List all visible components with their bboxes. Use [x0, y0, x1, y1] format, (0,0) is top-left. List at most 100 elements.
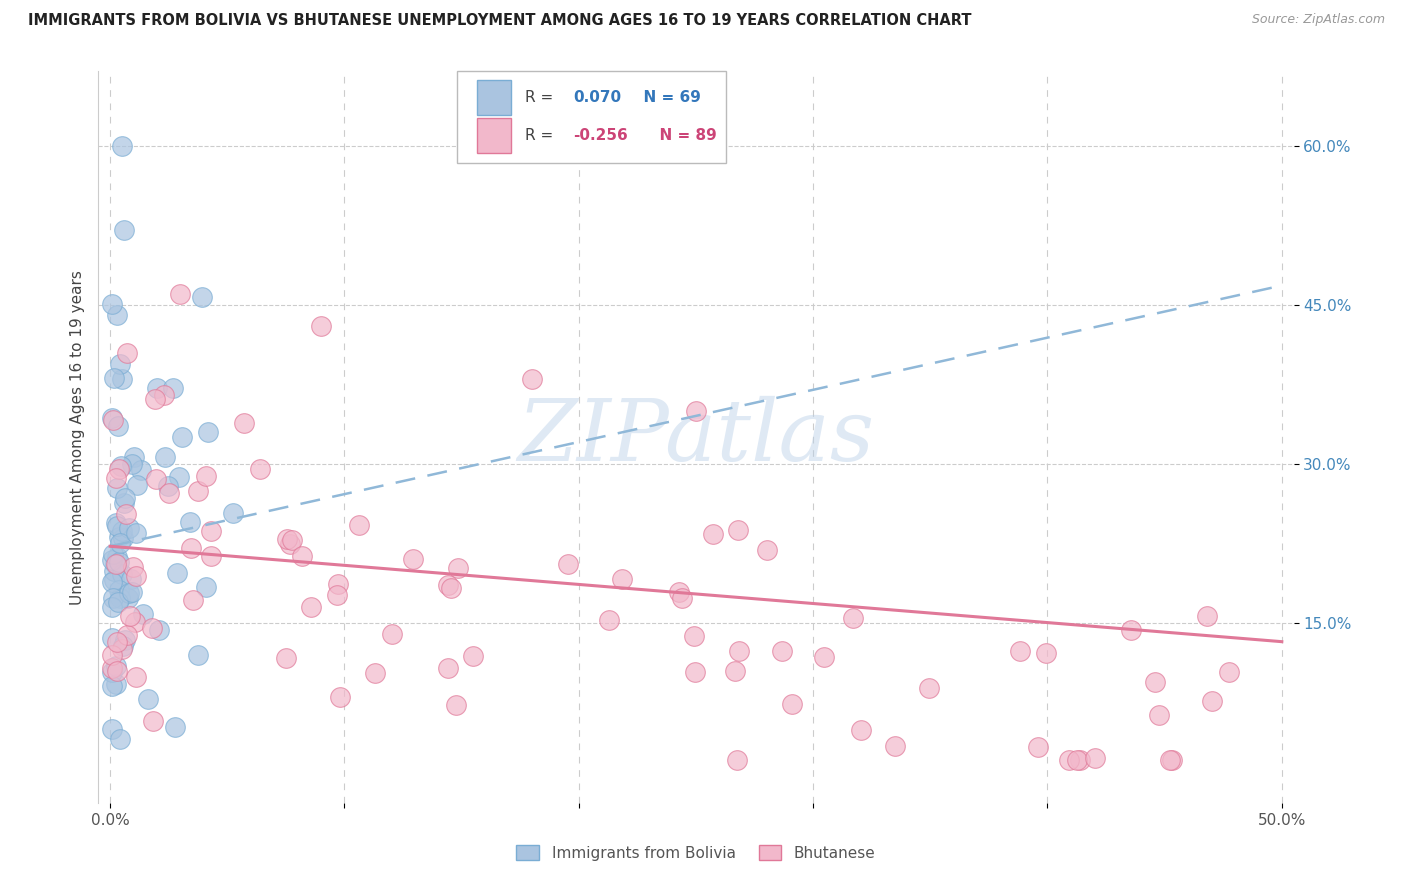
Point	[278, 537, 301, 551]
Point	[918, 681, 941, 695]
Point	[381, 627, 404, 641]
Point	[101, 648, 124, 663]
Point	[221, 506, 243, 520]
Point	[112, 639, 135, 653]
Point	[446, 698, 468, 713]
Point	[813, 649, 835, 664]
Point	[180, 541, 202, 556]
Point	[146, 381, 169, 395]
Point	[112, 496, 135, 510]
Point	[101, 553, 124, 567]
Point	[309, 318, 332, 333]
Point	[105, 665, 128, 679]
Point	[849, 723, 872, 738]
Point	[111, 372, 134, 386]
Point	[181, 592, 204, 607]
FancyBboxPatch shape	[457, 71, 725, 163]
Point	[111, 138, 134, 153]
Point	[125, 670, 148, 684]
Point	[104, 470, 127, 484]
Point	[186, 483, 208, 498]
Point	[101, 547, 124, 561]
Point	[120, 608, 142, 623]
Point	[108, 732, 131, 747]
Point	[101, 665, 124, 679]
Text: 0.070: 0.070	[572, 90, 621, 105]
Point	[1197, 608, 1219, 623]
Point	[103, 413, 125, 427]
Point	[165, 720, 187, 734]
Point	[115, 508, 138, 522]
Text: Source: ZipAtlas.com: Source: ZipAtlas.com	[1251, 13, 1385, 27]
Point	[232, 416, 254, 430]
Point	[142, 714, 165, 729]
Point	[194, 469, 217, 483]
Point	[1218, 665, 1240, 679]
Point	[299, 599, 322, 614]
Point	[402, 552, 425, 566]
Point	[200, 549, 222, 563]
Point	[159, 486, 181, 500]
Point	[179, 515, 201, 529]
FancyBboxPatch shape	[477, 118, 510, 153]
Point	[101, 679, 124, 693]
Point	[117, 591, 139, 605]
Point	[329, 690, 352, 704]
Point	[326, 588, 349, 602]
Point	[1201, 694, 1223, 708]
Text: R =: R =	[524, 90, 558, 105]
Point	[446, 561, 468, 575]
Point	[169, 287, 191, 301]
Point	[141, 622, 163, 636]
Point	[249, 462, 271, 476]
Point	[1026, 740, 1049, 755]
Point	[115, 346, 138, 360]
Point	[166, 566, 188, 580]
Point	[191, 290, 214, 304]
Point	[1147, 708, 1170, 723]
Point	[110, 458, 132, 473]
Point	[103, 574, 125, 588]
Point	[842, 610, 865, 624]
Y-axis label: Unemployment Among Ages 16 to 19 years: Unemployment Among Ages 16 to 19 years	[69, 269, 84, 605]
Point	[274, 651, 297, 665]
Point	[1059, 753, 1081, 767]
Point	[112, 223, 135, 237]
Point	[143, 392, 166, 406]
Point	[105, 676, 128, 690]
Point	[111, 642, 134, 657]
Point	[437, 661, 460, 675]
Point	[103, 371, 125, 385]
Point	[197, 425, 219, 439]
Point	[122, 450, 145, 464]
Point	[111, 567, 134, 582]
Point	[436, 577, 458, 591]
Point	[114, 491, 136, 506]
Point	[121, 457, 143, 471]
Point	[153, 388, 176, 402]
Point	[291, 549, 314, 564]
Point	[136, 692, 159, 706]
Point	[103, 557, 125, 571]
Text: -0.256: -0.256	[572, 128, 627, 143]
Point	[1035, 646, 1057, 660]
Point	[1159, 753, 1181, 767]
Point	[683, 665, 706, 680]
Text: ZIPatlas: ZIPatlas	[517, 396, 875, 478]
Point	[725, 753, 748, 767]
Point	[108, 535, 131, 549]
Point	[1008, 644, 1031, 658]
Point	[884, 739, 907, 754]
Point	[103, 564, 125, 578]
Point	[364, 666, 387, 681]
Point	[281, 533, 304, 548]
Point	[125, 568, 148, 582]
Point	[112, 532, 135, 546]
Point	[108, 530, 131, 544]
Point	[440, 581, 463, 595]
Point	[101, 297, 124, 311]
Point	[780, 697, 803, 711]
Point	[105, 557, 128, 571]
Point	[101, 631, 124, 645]
Point	[461, 649, 484, 664]
